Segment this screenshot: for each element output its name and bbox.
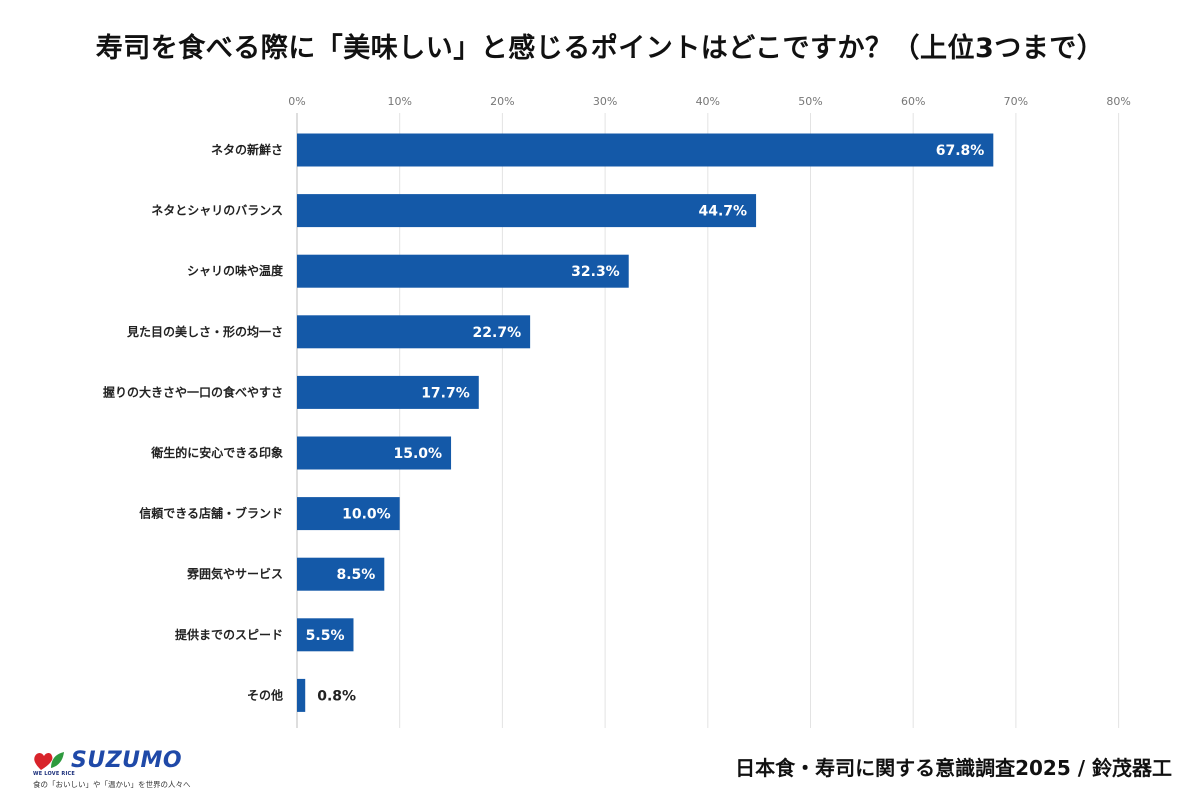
logo-subtitle: 食の「おいしい」や「温かい」を世界の人々へ: [33, 780, 191, 789]
x-tick-label: 70%: [1004, 95, 1028, 108]
data-label: 10.0%: [342, 507, 391, 523]
source-credit: 日本食・寿司に関する意識調査2025 / 鈴茂器工: [735, 756, 1172, 780]
category-label: 見た目の美しさ・形の均一さ: [126, 324, 283, 339]
data-label: 15.0%: [393, 446, 442, 462]
x-tick-label: 20%: [490, 95, 514, 108]
bar: [297, 133, 994, 167]
x-tick-label: 40%: [696, 95, 720, 108]
suzumo-logo: WE LOVE RICE SUZUMO 食の「おいしい」や「温かい」を世界の人々…: [33, 748, 203, 789]
data-label: 67.8%: [936, 143, 985, 159]
data-label: 17.7%: [421, 385, 470, 401]
bar-chart: 0% 10% 20% 30% 40% 50% 60% 70% 80% ネタの新鮮さ 67.8% ネタと…: [103, 95, 1131, 728]
x-tick-label: 60%: [901, 95, 925, 108]
category-label: ネタの新鮮さ: [211, 142, 283, 157]
category-label: 提供までのスピード: [175, 627, 283, 642]
heart-leaf-icon: [34, 752, 64, 770]
category-label: シャリの味や温度: [187, 263, 284, 278]
x-tick-label: 30%: [593, 95, 617, 108]
bar: [297, 497, 400, 531]
bar: [297, 618, 354, 652]
bar: [297, 678, 306, 712]
bar: [297, 194, 757, 228]
data-label: 0.8%: [317, 688, 356, 704]
data-label: 44.7%: [698, 204, 747, 220]
logo-name: SUZUMO: [71, 748, 183, 773]
category-label: 信頼できる店舗・ブランド: [139, 506, 283, 521]
bar: [297, 436, 452, 470]
category-label: 握りの大きさや一口の食べやすさ: [103, 384, 283, 399]
bar: [297, 375, 479, 409]
category-label: 衛生的に安心できる印象: [150, 445, 283, 460]
x-tick-label: 80%: [1106, 95, 1130, 108]
bar: [297, 254, 629, 288]
chart-title: 寿司を食べる際に「美味しい」と感じるポイントはどこですか？（上位3つまで）: [95, 33, 1105, 64]
data-label: 22.7%: [473, 325, 522, 341]
logo-tagline: WE LOVE RICE: [33, 771, 76, 777]
category-label: ネタとシャリのバランス: [151, 204, 283, 218]
x-tick-label: 10%: [387, 95, 411, 108]
bar: [297, 315, 531, 349]
x-tick-label: 50%: [798, 95, 822, 108]
data-label: 5.5%: [306, 628, 345, 644]
bar: [297, 557, 385, 591]
data-label: 8.5%: [336, 567, 375, 583]
category-label: その他: [247, 687, 283, 702]
category-label: 雰囲気やサービス: [187, 566, 283, 581]
x-tick-label: 0%: [288, 95, 305, 108]
data-label: 32.3%: [571, 264, 620, 280]
